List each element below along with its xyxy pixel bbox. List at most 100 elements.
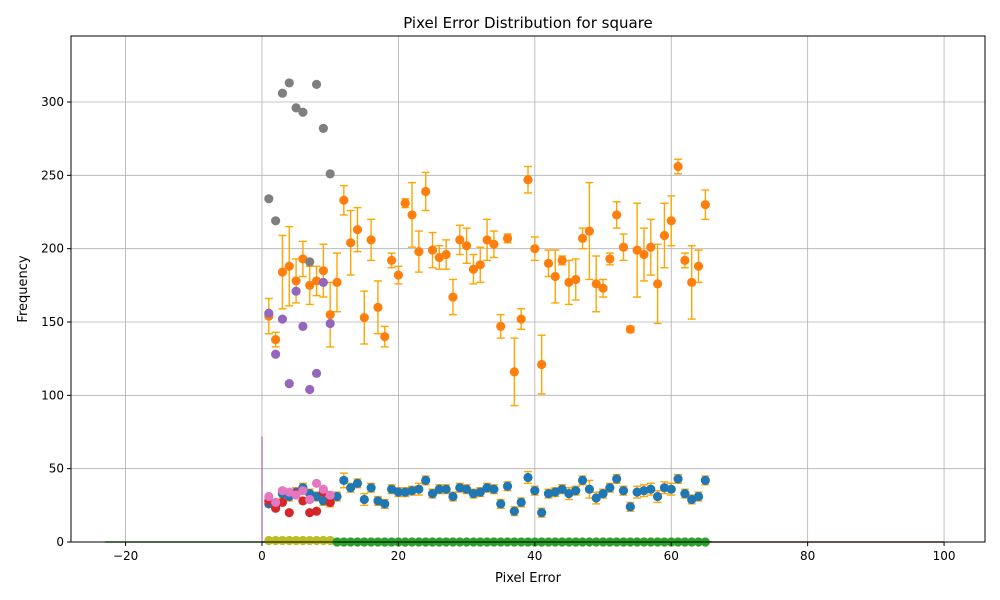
- data-point: [584, 484, 594, 494]
- data-point: [318, 277, 328, 287]
- data-point: [550, 271, 560, 282]
- data-point: [407, 210, 417, 220]
- data-point: [305, 535, 315, 546]
- data-point: [359, 313, 369, 323]
- data-point: [264, 194, 274, 204]
- y-tick-label: 0: [56, 535, 64, 549]
- data-point: [284, 535, 294, 546]
- data-point: [605, 254, 615, 264]
- data-point: [325, 490, 335, 500]
- data-point: [427, 489, 438, 499]
- y-tick-label: 250: [41, 168, 64, 182]
- x-tick-label: 20: [391, 549, 406, 563]
- data-point: [298, 535, 308, 546]
- data-point: [557, 484, 567, 494]
- data-point: [700, 475, 710, 485]
- data-point: [339, 475, 349, 485]
- data-point: [516, 314, 526, 324]
- data-point: [441, 484, 451, 494]
- y-tick-label: 300: [41, 95, 64, 109]
- data-point: [598, 489, 608, 499]
- data-point: [264, 535, 274, 546]
- x-tick-label: −20: [113, 549, 138, 563]
- data-point: [373, 302, 383, 312]
- data-point: [339, 195, 349, 205]
- data-point: [557, 255, 567, 265]
- data-point: [496, 499, 506, 509]
- data-point: [496, 321, 506, 331]
- data-point: [325, 169, 335, 179]
- data-point: [298, 486, 308, 496]
- data-point: [277, 314, 288, 324]
- data-point: [489, 484, 499, 494]
- data-point: [523, 472, 533, 483]
- data-point: [311, 478, 322, 488]
- data-point: [625, 324, 635, 334]
- data-point: [516, 497, 526, 507]
- data-point: [271, 535, 281, 546]
- data-point: [346, 483, 356, 493]
- data-point: [386, 255, 397, 265]
- data-point: [311, 79, 322, 89]
- data-point: [291, 286, 301, 296]
- data-point: [482, 235, 492, 245]
- data-point: [284, 78, 294, 88]
- data-point: [325, 310, 335, 320]
- data-point: [612, 474, 622, 484]
- data-point: [380, 332, 390, 342]
- data-point: [271, 497, 281, 507]
- data-point: [352, 478, 363, 488]
- data-point: [318, 535, 328, 546]
- data-point: [700, 200, 710, 210]
- data-point: [421, 475, 431, 485]
- data-point: [591, 493, 601, 503]
- x-tick-label: 40: [527, 549, 542, 563]
- data-point: [639, 249, 649, 260]
- data-point: [475, 260, 485, 270]
- data-point: [591, 279, 601, 289]
- x-tick-label: 80: [800, 549, 815, 563]
- data-point: [632, 245, 642, 255]
- data-point: [305, 384, 315, 395]
- data-point: [605, 483, 615, 493]
- data-point: [271, 216, 281, 226]
- data-point: [577, 475, 588, 485]
- data-point: [462, 241, 472, 251]
- data-point: [284, 261, 294, 271]
- data-point: [291, 535, 301, 546]
- data-point: [666, 484, 676, 494]
- data-point: [318, 123, 328, 133]
- data-point: [468, 264, 479, 274]
- data-point: [618, 486, 629, 496]
- data-point: [318, 484, 328, 494]
- data-point: [646, 484, 656, 494]
- y-axis-label: Frequency: [16, 255, 31, 322]
- data-point: [509, 506, 519, 516]
- data-point: [693, 261, 704, 271]
- data-point: [414, 484, 424, 494]
- data-point: [659, 230, 670, 241]
- data-point: [673, 161, 683, 172]
- data-point: [448, 292, 458, 302]
- data-point: [366, 235, 376, 245]
- data-point: [284, 379, 294, 389]
- data-point: [421, 186, 431, 197]
- data-point: [462, 484, 472, 494]
- data-point: [284, 508, 294, 518]
- data-point: [318, 266, 328, 276]
- x-tick-label: 100: [933, 549, 956, 563]
- data-point: [434, 484, 444, 494]
- tick-layer: −20 0 20 40 60 80 100 0 50 100 150 200 250 300: [41, 95, 955, 563]
- data-point: [455, 235, 465, 245]
- data-point: [489, 239, 499, 249]
- plot-frame: [70, 35, 986, 543]
- data-point: [618, 242, 629, 252]
- x-tick-label: 60: [664, 549, 679, 563]
- data-point: [380, 499, 390, 509]
- data-point: [400, 198, 410, 208]
- data-point: [414, 247, 424, 257]
- data-point: [509, 367, 519, 377]
- data-point: [448, 491, 458, 502]
- data-point: [652, 279, 663, 289]
